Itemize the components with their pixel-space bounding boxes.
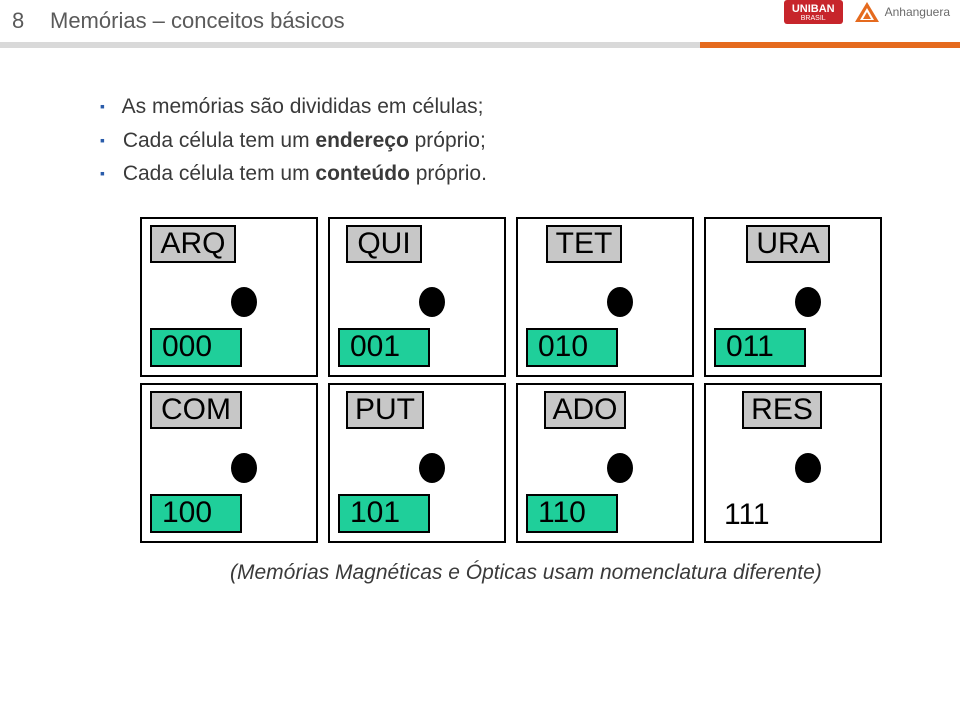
bullet-item: As memórias são divididas em células; <box>100 90 940 124</box>
diagram-row: ARQ 000 QUI 001 TET 010 URA 011 <box>140 217 940 377</box>
footer-note: (Memórias Magnéticas e Ópticas usam nome… <box>100 561 940 585</box>
cell-content-label: ADO <box>544 391 626 430</box>
cell-dot-icon <box>231 453 257 483</box>
memory-cell: PUT 101 <box>328 383 506 543</box>
cell-dot-icon <box>607 453 633 483</box>
cell-address-label: 111 <box>714 498 806 533</box>
bullet-text-bold: conteúdo <box>315 162 410 185</box>
memory-cells-diagram: ARQ 000 QUI 001 TET 010 URA 011 COM 100 PUT 101 ADO… <box>140 217 940 543</box>
cell-address-label: 001 <box>338 328 430 367</box>
cell-content-label: PUT <box>346 391 424 430</box>
anhanguera-logo: Anhanguera <box>853 0 950 24</box>
cell-dot-icon <box>607 287 633 317</box>
memory-cell: QUI 001 <box>328 217 506 377</box>
cell-dot-icon <box>231 287 257 317</box>
uniban-sub: BRASIL <box>792 15 835 22</box>
logo-area: UNIBAN BRASIL Anhanguera <box>784 0 960 24</box>
cell-content-label: RES <box>742 391 822 430</box>
bullet-item: Cada célula tem um endereço próprio; <box>100 124 940 158</box>
cell-address-label: 011 <box>714 328 806 367</box>
memory-cell: COM 100 <box>140 383 318 543</box>
memory-cell: URA 011 <box>704 217 882 377</box>
uniban-logo: UNIBAN BRASIL <box>784 0 843 24</box>
bullet-item: Cada célula tem um conteúdo próprio. <box>100 157 940 191</box>
diagram-row: COM 100 PUT 101 ADO 110 RES 111 <box>140 383 940 543</box>
bullet-list: As memórias são divididas em células; Ca… <box>100 90 940 191</box>
bullet-text-suffix: próprio; <box>409 129 486 152</box>
memory-cell: ADO 110 <box>516 383 694 543</box>
cell-content-label: ARQ <box>150 225 236 264</box>
bullet-text-prefix: Cada célula tem um <box>123 129 316 152</box>
memory-cell: RES 111 <box>704 383 882 543</box>
cell-address-label: 110 <box>526 494 618 533</box>
page-title: Memórias – conceitos básicos <box>50 8 345 34</box>
bullet-text-suffix: próprio. <box>410 162 487 185</box>
cell-content-label: COM <box>150 391 242 430</box>
cell-address-label: 101 <box>338 494 430 533</box>
bullet-text-prefix: Cada célula tem um <box>123 162 316 185</box>
anhanguera-a-icon <box>853 0 881 24</box>
memory-cell: TET 010 <box>516 217 694 377</box>
slide-content: As memórias são divididas em células; Ca… <box>0 60 960 585</box>
cell-dot-icon <box>795 453 821 483</box>
cell-address-label: 010 <box>526 328 618 367</box>
memory-cell: ARQ 000 <box>140 217 318 377</box>
cell-address-label: 100 <box>150 494 242 533</box>
cell-content-label: QUI <box>346 225 422 264</box>
cell-dot-icon <box>419 453 445 483</box>
cell-content-label: URA <box>746 225 830 264</box>
anhanguera-text: Anhanguera <box>885 5 950 19</box>
uniban-text: UNIBAN <box>792 3 835 15</box>
slide-header: 8 Memórias – conceitos básicos UNIBAN BR… <box>0 0 960 60</box>
bullet-text: As memórias são divididas em células; <box>122 95 484 118</box>
page-number: 8 <box>12 8 24 34</box>
cell-dot-icon <box>419 287 445 317</box>
header-divider <box>0 42 960 48</box>
bullet-text-bold: endereço <box>315 129 408 152</box>
cell-address-label: 000 <box>150 328 242 367</box>
cell-content-label: TET <box>546 225 622 264</box>
cell-dot-icon <box>795 287 821 317</box>
